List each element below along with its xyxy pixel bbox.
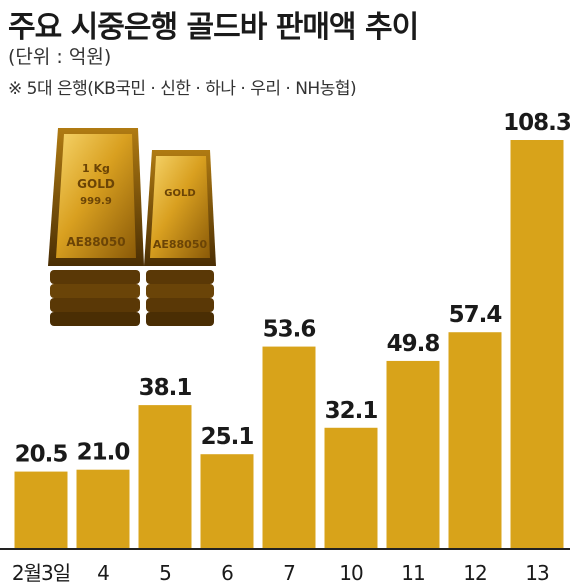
bar-8 (510, 140, 564, 549)
value-label-5: 32.1 (325, 398, 378, 424)
value-label-2: 38.1 (139, 375, 192, 401)
value-label-1: 21.0 (77, 440, 130, 466)
footnote: ※ 5대 은행(KB국민 · 신한 · 하나 · 우리 · NH농협) (8, 79, 357, 99)
value-label-4: 53.6 (263, 317, 316, 343)
value-label-8: 108.3 (503, 110, 570, 136)
x-tick-label-4: 7 (283, 561, 295, 585)
x-tick-label-5: 10 (339, 561, 363, 585)
bar-engraving-purity: 999.9 (80, 196, 112, 207)
bar-5 (324, 427, 378, 549)
x-tick-label-7: 12 (463, 561, 486, 585)
x-tick-labels-group: 2월3일 4 5 6 7 10 11 12 13 (12, 561, 550, 585)
gold-bars-icon: 1 Kg GOLD 999.9 AE88050 GOLD AE88050 (48, 128, 216, 326)
bar-1 (76, 469, 130, 549)
bar-engraving-weight: 1 Kg (82, 162, 110, 175)
x-tick-label-6: 11 (401, 561, 424, 585)
bar-engraving-metal-2: GOLD (164, 188, 195, 199)
bar-engraving-serial: AE88050 (66, 235, 125, 249)
bar-4 (262, 346, 316, 549)
x-tick-label-8: 13 (525, 561, 549, 585)
bar-6 (386, 360, 440, 549)
bar-7 (448, 332, 502, 549)
bar-engraving-serial-2: AE88050 (153, 238, 208, 251)
value-label-6: 49.8 (387, 331, 440, 357)
unit-label: (단위 : 억원) (8, 46, 112, 68)
x-tick-label-1: 4 (97, 561, 109, 585)
bars-group (14, 140, 564, 549)
x-tick-label-2: 5 (159, 561, 171, 585)
value-labels-group: 20.5 21.0 38.1 25.1 53.6 32.1 49.8 57.4 108.3 (15, 110, 570, 468)
x-tick-label-0: 2월3일 (12, 561, 70, 585)
value-label-3: 25.1 (201, 424, 254, 450)
bar-engraving-metal: GOLD (77, 177, 115, 191)
bar-3 (200, 454, 254, 549)
value-label-7: 57.4 (449, 302, 502, 328)
bar-0 (14, 471, 68, 549)
chart-title: 주요 시중은행 골드바 판매액 추이 (8, 10, 419, 45)
x-tick-label-3: 6 (221, 561, 233, 585)
value-label-0: 20.5 (15, 442, 68, 468)
bar-2 (138, 405, 192, 549)
